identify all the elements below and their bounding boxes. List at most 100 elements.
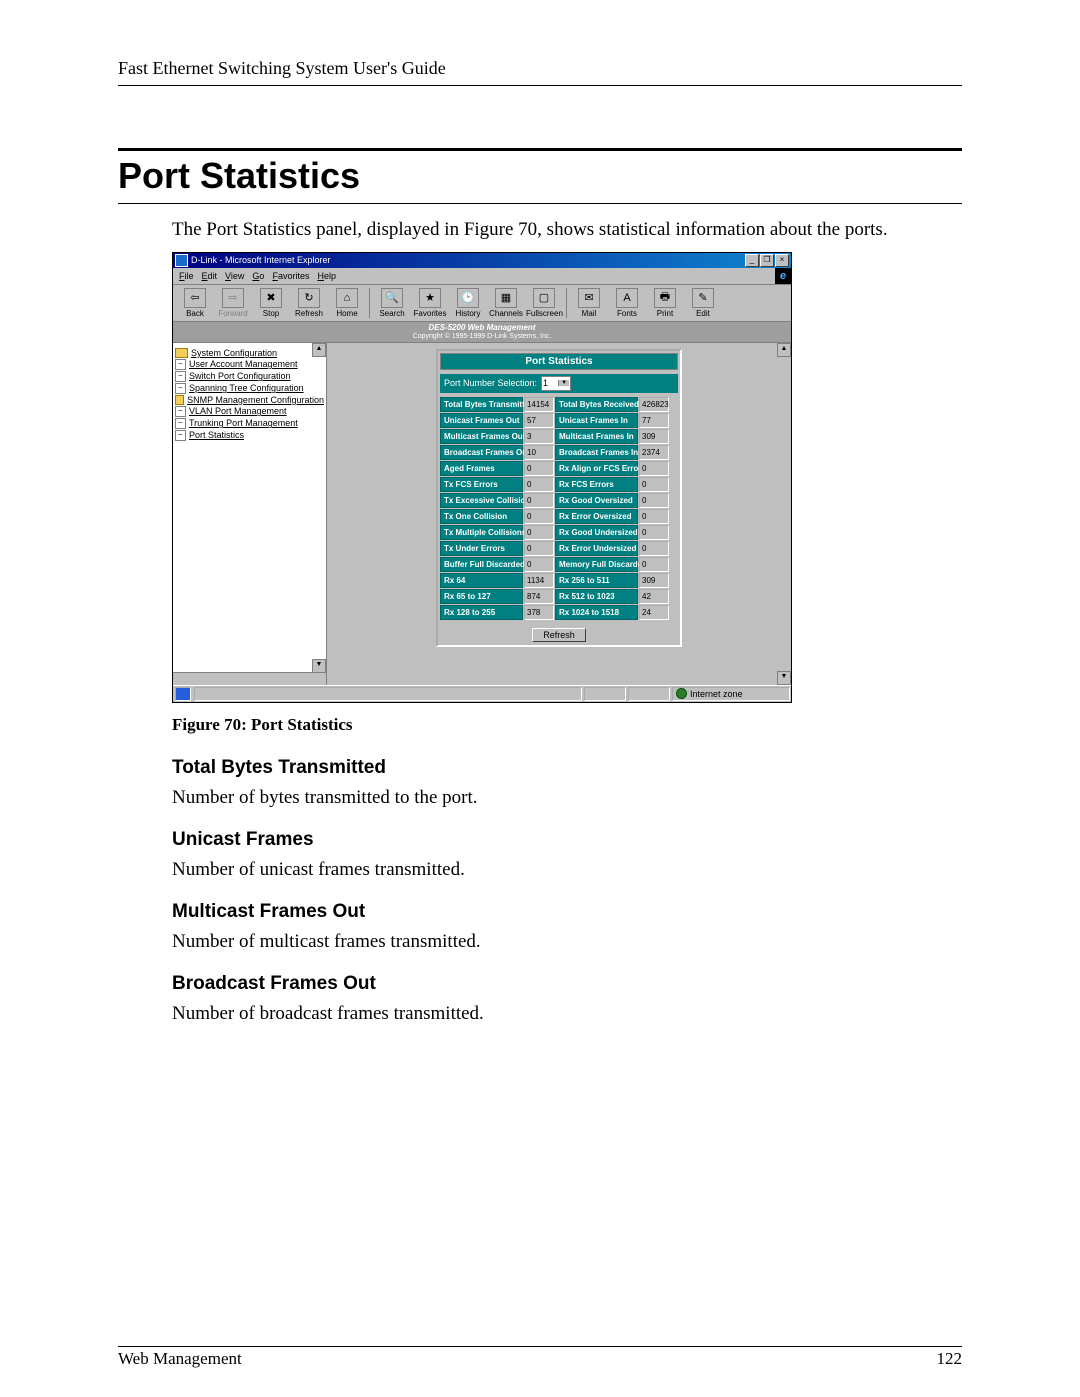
- stat-value-right: 0: [639, 477, 669, 492]
- menu-edit[interactable]: Edit: [202, 271, 218, 281]
- ie-logo-icon: [175, 254, 188, 267]
- stat-label-right: Multicast Frames In: [555, 429, 638, 444]
- toolbar-search-button[interactable]: 🔍Search: [374, 288, 410, 318]
- stat-label-left: Total Bytes Transmitted: [440, 397, 523, 412]
- port-selector-row: Port Number Selection: 1 ▼: [440, 374, 678, 393]
- close-button[interactable]: ×: [775, 254, 789, 267]
- stat-value-right: 42: [639, 589, 669, 604]
- section-title: Port Statistics: [118, 155, 962, 204]
- menu-help[interactable]: Help: [317, 271, 336, 281]
- port-selector-value: 1: [543, 378, 548, 388]
- term-heading: Total Bytes Transmitted: [172, 757, 962, 779]
- stat-label-right: Rx Align or FCS Errors: [555, 461, 638, 476]
- stat-value-left: 3: [524, 429, 554, 444]
- window-title: D-Link - Microsoft Internet Explorer: [191, 255, 331, 265]
- stat-label-right: Rx Error Undersized: [555, 541, 638, 556]
- toolbar-history-button[interactable]: 🕑History: [450, 288, 486, 318]
- footer-page-number: 122: [937, 1349, 963, 1369]
- stat-label-right: Memory Full Discarded: [555, 557, 638, 572]
- toolbar-favorites-button[interactable]: ★Favorites: [412, 288, 448, 318]
- stat-value-left: 378: [524, 605, 554, 620]
- toolbar-fonts-button[interactable]: AFonts: [609, 288, 645, 318]
- stat-label-left: Tx One Collision: [440, 509, 523, 524]
- fullscreen-icon: ▢: [533, 288, 555, 308]
- content-scroll-down[interactable]: ▼: [777, 671, 791, 685]
- toolbar-fullscreen-button[interactable]: ▢Fullscreen: [526, 288, 562, 318]
- menu-file[interactable]: File: [179, 271, 194, 281]
- page-icon: –: [175, 371, 186, 382]
- main-panel: ▲ ▼ Port Statistics Port Number Selectio…: [327, 343, 791, 685]
- sidebar-item-vlan-port-management[interactable]: VLAN Port Management: [189, 406, 287, 416]
- toolbar-stop-label: Stop: [253, 309, 289, 318]
- sidebar-item-system-configuration[interactable]: System Configuration: [191, 348, 277, 358]
- stat-value-right: 0: [639, 461, 669, 476]
- maximize-button[interactable]: ❐: [760, 254, 774, 267]
- stat-value-right: 2374: [639, 445, 669, 460]
- status-pane-2: [584, 687, 626, 701]
- toolbar-search-label: Search: [374, 309, 410, 318]
- intro-paragraph: The Port Statistics panel, displayed in …: [172, 218, 962, 242]
- toolbar-back-button[interactable]: ⇦Back: [177, 288, 213, 318]
- toolbar-print-button[interactable]: 🖶Print: [647, 288, 683, 318]
- sidebar-item-switch-port-configuration[interactable]: Switch Port Configuration: [189, 371, 291, 381]
- favorites-icon: ★: [419, 288, 441, 308]
- stat-label-left: Unicast Frames Out: [440, 413, 523, 428]
- toolbar-home-button[interactable]: ⌂Home: [329, 288, 365, 318]
- toolbar-edit-button[interactable]: ✎Edit: [685, 288, 721, 318]
- term-body: Number of unicast frames transmitted.: [172, 859, 962, 881]
- status-pane-3: [628, 687, 670, 701]
- stat-label-left: Rx 64: [440, 573, 523, 588]
- stat-label-left: Rx 65 to 127: [440, 589, 523, 604]
- stat-value-right: 77: [639, 413, 669, 428]
- content-scroll-up[interactable]: ▲: [777, 343, 791, 357]
- stat-value-left: 14154: [524, 397, 554, 412]
- home-icon: ⌂: [336, 288, 358, 308]
- toolbar-refresh-button[interactable]: ↻Refresh: [291, 288, 327, 318]
- sidebar-item-snmp-management-configuration[interactable]: SNMP Management Configuration: [187, 395, 324, 405]
- stat-label-right: Rx 256 to 511: [555, 573, 638, 588]
- toolbar-mail-button[interactable]: ✉Mail: [571, 288, 607, 318]
- toolbar-separator: [566, 288, 567, 318]
- print-icon: 🖶: [654, 288, 676, 308]
- term-heading: Broadcast Frames Out: [172, 973, 962, 995]
- stat-value-left: 0: [524, 541, 554, 556]
- stat-value-right: 0: [639, 557, 669, 572]
- term-body: Number of multicast frames transmitted.: [172, 931, 962, 953]
- toolbar-home-label: Home: [329, 309, 365, 318]
- stat-label-right: Rx 512 to 1023: [555, 589, 638, 604]
- toolbar-channels-label: Channels: [488, 309, 524, 318]
- refresh-button[interactable]: Refresh: [532, 628, 586, 642]
- banner-line2: Copyright © 1995-1999 D-Link Systems, In…: [413, 332, 552, 341]
- toolbar-channels-button[interactable]: ▦Channels: [488, 288, 524, 318]
- stat-value-left: 0: [524, 477, 554, 492]
- menu-go[interactable]: Go: [252, 271, 264, 281]
- port-selector[interactable]: 1 ▼: [541, 376, 571, 391]
- sidebar-item-spanning-tree-configuration[interactable]: Spanning Tree Configuration: [189, 383, 304, 393]
- footer-rule: [118, 1346, 962, 1347]
- stat-value-left: 10: [524, 445, 554, 460]
- page-icon: –: [175, 418, 186, 429]
- stat-value-right: 0: [639, 509, 669, 524]
- history-icon: 🕑: [457, 288, 479, 308]
- term-body: Number of broadcast frames transmitted.: [172, 1003, 962, 1025]
- menu-favorites[interactable]: Favorites: [272, 271, 309, 281]
- sidebar-scroll-down[interactable]: ▼: [312, 659, 326, 673]
- status-zone: Internet zone: [672, 687, 790, 701]
- sidebar-item-user-account-management[interactable]: User Account Management: [189, 359, 298, 369]
- sidebar-item-trunking-port-management[interactable]: Trunking Port Management: [189, 418, 298, 428]
- toolbar-print-label: Print: [647, 309, 683, 318]
- toolbar-separator: [369, 288, 370, 318]
- page-icon: –: [175, 406, 186, 417]
- minimize-button[interactable]: _: [745, 254, 759, 267]
- port-stats-title: Port Statistics: [440, 353, 678, 370]
- toolbar-stop-button[interactable]: ✖Stop: [253, 288, 289, 318]
- sidebar-item-port-statistics[interactable]: Port Statistics: [189, 430, 244, 440]
- stat-label-left: Tx Multiple Collisions: [440, 525, 523, 540]
- sidebar-scroll-up[interactable]: ▲: [312, 343, 326, 357]
- section-rule: [118, 148, 962, 151]
- port-selector-label: Port Number Selection:: [444, 378, 537, 388]
- stat-label-left: Tx Excessive Collision: [440, 493, 523, 508]
- toolbar-forward-button: ⇨Forward: [215, 288, 251, 318]
- menu-view[interactable]: View: [225, 271, 244, 281]
- nav-sidebar: ▲ System Configuration–User Account Mana…: [173, 343, 327, 685]
